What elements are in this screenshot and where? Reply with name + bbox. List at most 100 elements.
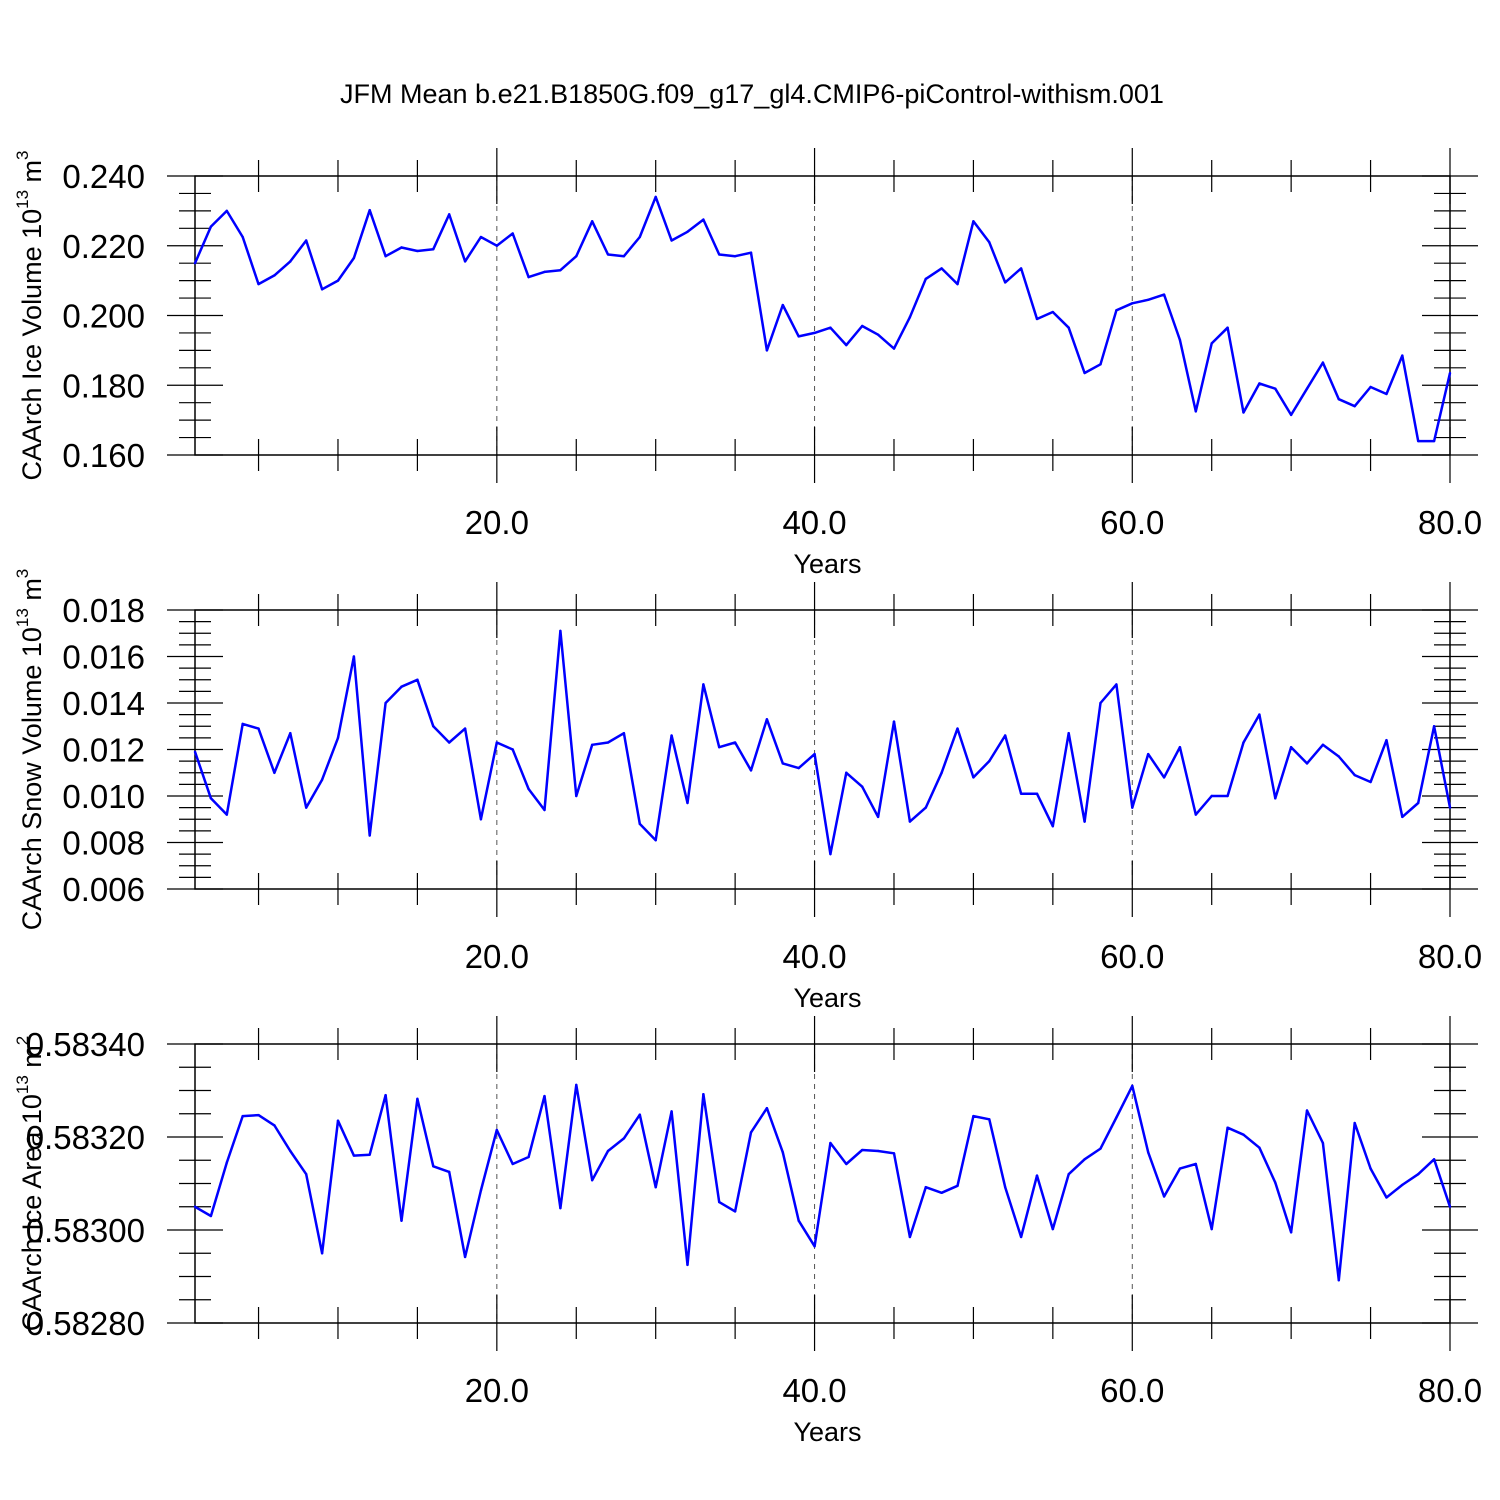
data-point (829, 326, 832, 329)
data-point (1210, 794, 1213, 798)
data-point (797, 766, 800, 770)
data-point (1099, 701, 1102, 705)
data-point (416, 678, 419, 681)
data-point (1385, 392, 1388, 396)
data-point (1051, 1227, 1055, 1231)
y-tick-label: 0.008 (62, 825, 145, 862)
y-tick-label: 0.240 (62, 158, 145, 195)
data-point (432, 248, 435, 251)
data-point (702, 683, 705, 686)
data-point (1289, 1231, 1293, 1234)
x-tick-label: 20.0 (465, 1372, 529, 1409)
data-point (1321, 1141, 1325, 1145)
data-point (892, 1152, 896, 1155)
data-point (1035, 317, 1039, 321)
data-point (622, 1137, 626, 1140)
data-point (257, 727, 260, 730)
panel-3: 0.58280 0.58300 0.58320 0.58340 20.0 40.0 60.0… (13, 1016, 1482, 1447)
x-tick-label: 60.0 (1100, 504, 1164, 541)
data-point (606, 1149, 610, 1153)
data-point (606, 741, 610, 744)
data-point (447, 1170, 451, 1174)
data-point (1067, 1173, 1070, 1176)
data-point (1417, 801, 1420, 805)
y-tick-label: 0.160 (62, 437, 145, 474)
x-axis-label: Years (793, 1417, 861, 1447)
data-point (638, 1113, 642, 1116)
data-point (1321, 743, 1325, 747)
data-point (1305, 762, 1309, 765)
data-point (1067, 732, 1070, 735)
data-point (225, 813, 228, 816)
data-point (940, 1191, 943, 1195)
data-point (289, 732, 292, 735)
data-point (1178, 745, 1182, 749)
data-point (622, 255, 626, 258)
data-point (463, 1255, 467, 1259)
data-point (320, 1252, 324, 1255)
data-point (749, 251, 753, 254)
data-point (559, 1206, 562, 1210)
data-point (241, 722, 244, 726)
data-point (749, 1131, 753, 1134)
data-point (940, 267, 943, 270)
data-point (209, 1214, 213, 1218)
data-point (1194, 813, 1198, 816)
data-point (241, 1114, 244, 1118)
data-point (1353, 1121, 1356, 1125)
data-point (1289, 413, 1293, 417)
data-point (1194, 410, 1198, 413)
data-point (876, 815, 880, 819)
data-point (908, 820, 912, 823)
data-point (670, 239, 673, 242)
data-point (956, 727, 959, 730)
data-point (543, 270, 546, 274)
series-line (194, 1083, 1452, 1282)
data-point (924, 806, 927, 809)
data-point (1369, 385, 1372, 389)
x-tick-label: 80.0 (1418, 504, 1482, 541)
plot-frame (194, 609, 1451, 890)
data-point (781, 1151, 784, 1154)
data-point (479, 235, 483, 239)
data-point (289, 260, 292, 263)
y-tick-label: 0.018 (62, 592, 145, 629)
data-point (352, 256, 356, 260)
data-point (575, 255, 578, 258)
data-point (495, 741, 499, 744)
data-point (1321, 361, 1325, 364)
data-point (352, 655, 356, 658)
y-tick-label: 0.010 (62, 778, 145, 815)
data-point (956, 1184, 959, 1188)
data-point (1432, 439, 1436, 443)
data-point (368, 1153, 371, 1156)
data-point (1369, 780, 1372, 784)
data-point (1432, 1158, 1436, 1161)
data-point (1194, 1162, 1198, 1166)
data-point (1289, 745, 1293, 749)
data-point (702, 218, 705, 221)
x-tick-label: 40.0 (782, 1372, 846, 1409)
data-point (432, 725, 435, 728)
y-tick-label: 0.180 (62, 367, 145, 404)
data-point (813, 752, 816, 756)
data-point (320, 778, 324, 781)
data-point (241, 235, 244, 239)
data-point (336, 279, 340, 282)
data-point (368, 834, 371, 837)
data-point (479, 1189, 483, 1192)
data-point (511, 232, 514, 235)
data-point (1003, 281, 1007, 284)
data-point (1274, 797, 1277, 800)
data-point (1178, 338, 1182, 342)
data-point (463, 260, 467, 263)
data-point (1385, 1196, 1388, 1199)
data-point (924, 277, 927, 281)
data-point (1131, 1084, 1134, 1088)
data-point (988, 759, 991, 763)
data-point (972, 220, 975, 223)
data-point (718, 745, 721, 749)
data-point (1051, 310, 1055, 314)
data-point (575, 1083, 578, 1087)
x-tick-label: 80.0 (1418, 1372, 1482, 1409)
